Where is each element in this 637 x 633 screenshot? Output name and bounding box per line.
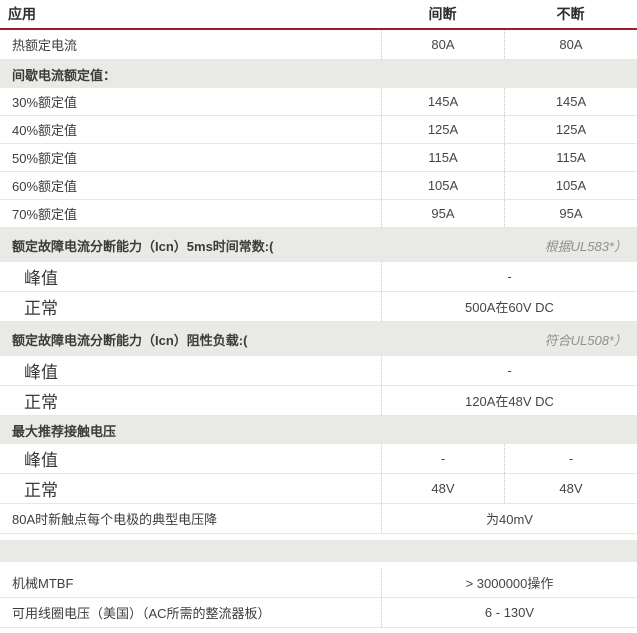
- row-label: 40%额定值: [12, 123, 78, 138]
- row-label: 峰值: [24, 451, 58, 470]
- value-intermittent: 48V: [381, 474, 504, 503]
- table-row-peak: 峰值 -: [0, 262, 637, 292]
- section-label: 最大推荐接触电压: [12, 423, 117, 439]
- value-continuous: 105A: [504, 172, 637, 199]
- row-label: 峰值: [24, 363, 58, 382]
- value-continuous: 80A: [504, 30, 637, 59]
- table-row-normal: 正常 500A在60V DC: [0, 292, 637, 322]
- value-intermittent: 125A: [381, 116, 504, 143]
- value-intermittent: 95A: [381, 200, 504, 227]
- value-continuous: 125A: [504, 116, 637, 143]
- row-label: 50%额定值: [12, 151, 78, 166]
- value-intermittent: 115A: [381, 144, 504, 171]
- section-note-ul508: 符合UL508*）: [544, 332, 627, 348]
- row-label: 热额定电流: [12, 38, 78, 53]
- value-continuous: 48V: [504, 474, 637, 503]
- merged-value: -: [381, 356, 637, 385]
- column-header-intermittent: 间断: [428, 6, 457, 22]
- section-label: 额定故障电流分断能力（Icn）阻性负载:(: [12, 332, 248, 348]
- merged-value: 500A在60V DC: [381, 292, 637, 321]
- table-row-thermal-rated-current: 热额定电流 80A 80A: [0, 30, 637, 60]
- section-note-ul583: 根据UL583*）: [544, 238, 627, 254]
- value-continuous: 115A: [504, 144, 637, 171]
- value-intermittent: 105A: [381, 172, 504, 199]
- section-band-empty: [0, 540, 637, 562]
- table-row-coil-voltage: 可用线圈电压（美国）（AC所需的整流器板） 6 - 130V: [0, 598, 637, 628]
- table-row-peak: 峰值 - -: [0, 444, 637, 474]
- section-band-icn-5ms: 额定故障电流分断能力（Icn）5ms时间常数:( 根据UL583*）: [0, 228, 637, 262]
- table-row-60pct: 60%额定值 105A 105A: [0, 172, 637, 200]
- merged-value: 120A在48V DC: [381, 386, 637, 415]
- value-continuous: -: [504, 444, 637, 473]
- table-row-normal: 正常 48V 48V: [0, 474, 637, 504]
- value-continuous: 95A: [504, 200, 637, 227]
- row-label: 80A时新触点每个电极的典型电压降: [12, 512, 218, 527]
- row-label: 正常: [24, 393, 58, 412]
- section-label: 额定故障电流分断能力（Icn）5ms时间常数:(: [12, 238, 274, 254]
- row-label: 60%额定值: [12, 179, 78, 194]
- table-row-40pct: 40%额定值 125A 125A: [0, 116, 637, 144]
- table-row-mechanical-mtbf: 机械MTBF > 3000000操作: [0, 568, 637, 598]
- row-label: 正常: [24, 299, 58, 318]
- value-intermittent: 80A: [381, 30, 504, 59]
- section-band-icn-resistive: 额定故障电流分断能力（Icn）阻性负载:( 符合UL508*）: [0, 322, 637, 356]
- table-row-peak: 峰值 -: [0, 356, 637, 386]
- row-label: 70%额定值: [12, 207, 78, 222]
- table-row-normal: 正常 120A在48V DC: [0, 386, 637, 416]
- section-band-intermittent-ratings: 间歇电流额定值：: [0, 60, 637, 88]
- value-intermittent: 145A: [381, 88, 504, 115]
- merged-value: -: [381, 262, 637, 291]
- column-header-continuous: 不断: [556, 6, 585, 22]
- value-continuous: 145A: [504, 88, 637, 115]
- value-intermittent: -: [381, 444, 504, 473]
- table-row-30pct: 30%额定值 145A 145A: [0, 88, 637, 116]
- table-row-50pct: 50%额定值 115A 115A: [0, 144, 637, 172]
- table-row-voltage-drop: 80A时新触点每个电极的典型电压降 为40mV: [0, 504, 637, 534]
- row-label: 峰值: [24, 269, 58, 288]
- row-label: 30%额定值: [12, 95, 78, 110]
- row-label: 机械MTBF: [12, 576, 74, 591]
- merged-value: 6 - 130V: [381, 598, 637, 627]
- section-label: 间歇电流额定值：: [12, 67, 117, 83]
- row-label: 可用线圈电压（美国）（AC所需的整流器板）: [12, 606, 271, 621]
- section-band-max-contact-voltage: 最大推荐接触电压: [0, 416, 637, 444]
- column-header-application: 应用: [8, 6, 36, 22]
- row-label: 正常: [24, 481, 58, 500]
- merged-value: > 3000000操作: [381, 568, 637, 597]
- header-row: 应用 间断 不断: [0, 0, 637, 30]
- merged-value: 为40mV: [381, 504, 637, 533]
- table-row-70pct: 70%额定值 95A 95A: [0, 200, 637, 228]
